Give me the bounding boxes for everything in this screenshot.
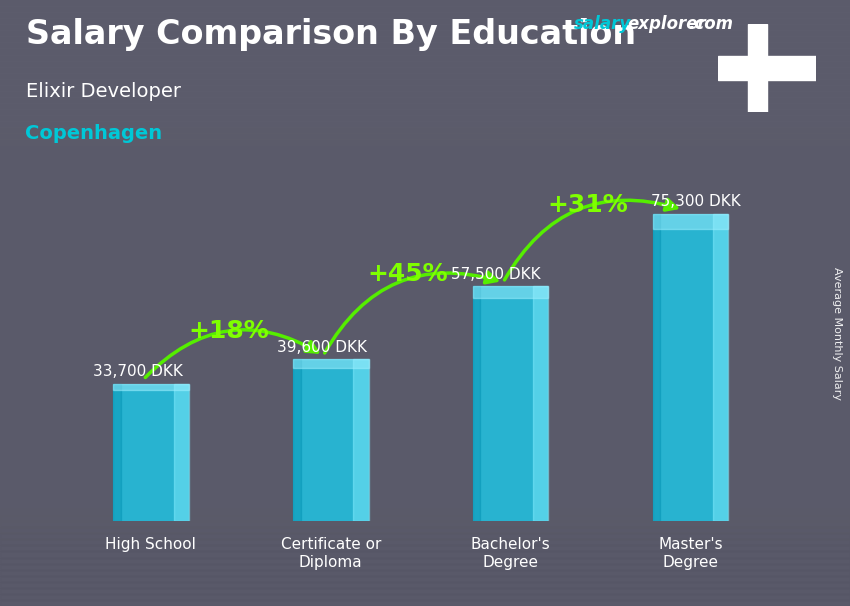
Bar <box>653 214 728 229</box>
Text: Elixir Developer: Elixir Developer <box>26 82 180 101</box>
Bar <box>173 384 189 521</box>
Text: +31%: +31% <box>547 193 628 217</box>
Text: .com: .com <box>688 15 734 33</box>
Bar <box>533 287 548 521</box>
Bar <box>653 214 728 521</box>
Bar <box>473 287 548 521</box>
Bar <box>293 359 369 521</box>
Text: Average Monthly Salary: Average Monthly Salary <box>832 267 842 400</box>
Bar <box>113 384 189 521</box>
Text: +45%: +45% <box>368 262 449 286</box>
Bar <box>718 56 816 81</box>
Bar <box>653 214 660 521</box>
Text: 39,600 DKK: 39,600 DKK <box>277 339 367 355</box>
Bar <box>473 287 548 298</box>
Text: 57,500 DKK: 57,500 DKK <box>451 267 541 282</box>
Bar <box>354 359 369 521</box>
Text: 75,300 DKK: 75,300 DKK <box>651 194 740 209</box>
Bar <box>293 359 301 521</box>
Text: salary: salary <box>574 15 631 33</box>
Bar <box>293 359 369 368</box>
Bar <box>713 214 728 521</box>
Bar <box>113 384 121 521</box>
Text: +18%: +18% <box>188 319 269 342</box>
Text: Salary Comparison By Education: Salary Comparison By Education <box>26 18 636 51</box>
Bar <box>748 24 767 112</box>
Bar <box>473 287 480 521</box>
Bar <box>113 384 189 390</box>
Text: Copenhagen: Copenhagen <box>26 124 162 143</box>
Text: 33,700 DKK: 33,700 DKK <box>94 364 184 379</box>
Text: explorer: explorer <box>627 15 706 33</box>
